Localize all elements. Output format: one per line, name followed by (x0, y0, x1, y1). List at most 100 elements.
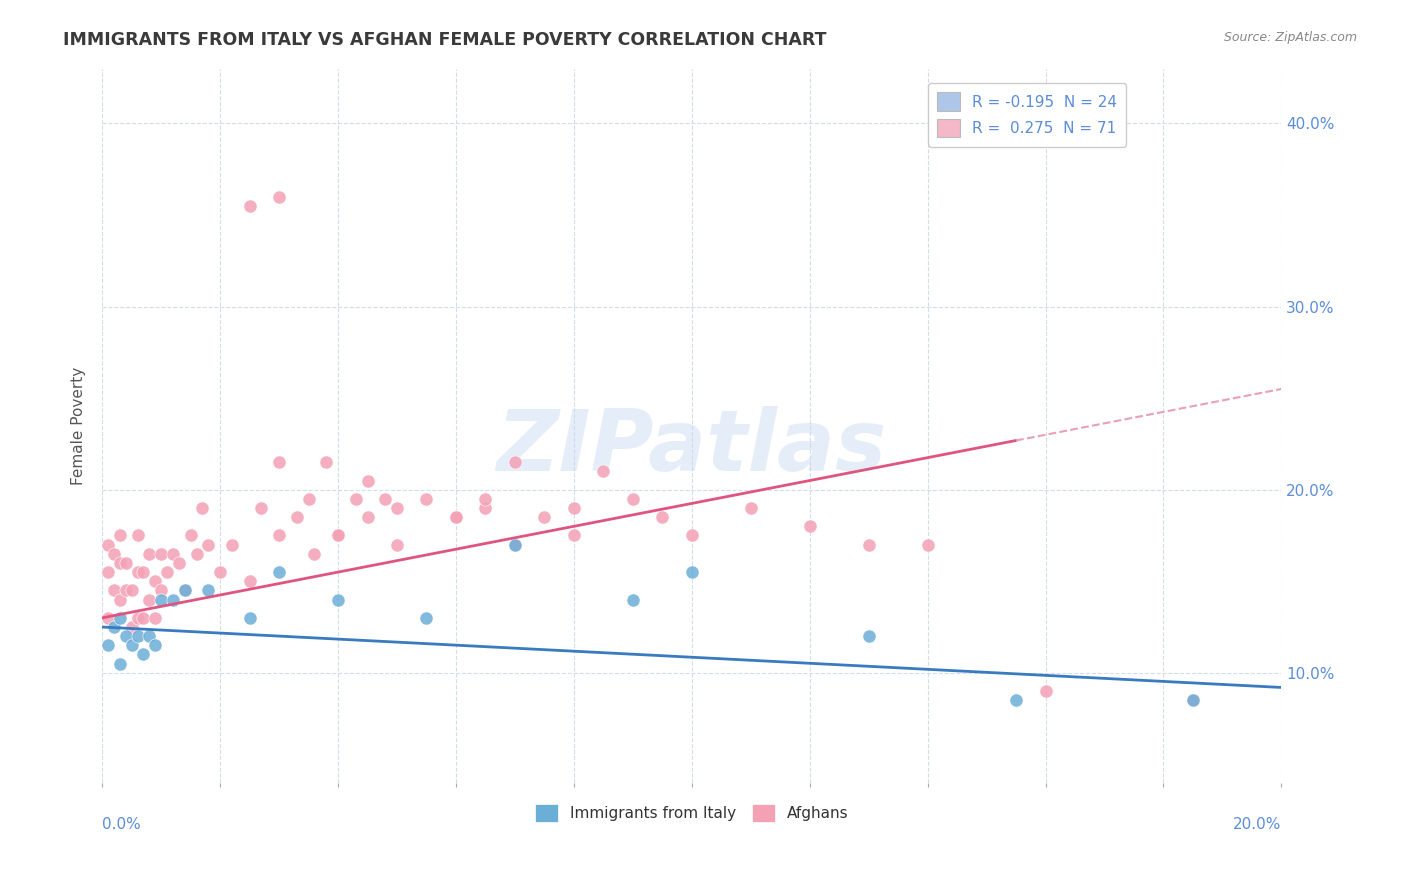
Point (156, 565, 179, 579)
Point (114, 556, 136, 570)
Point (344, 491, 367, 506)
Point (474, 491, 496, 506)
Point (444, 510, 467, 524)
Point (197, 538, 219, 552)
Point (267, 455, 290, 469)
Point (621, 592, 644, 607)
Point (97, 565, 120, 579)
Point (162, 547, 184, 561)
Point (285, 510, 308, 524)
Point (121, 638, 143, 652)
Point (917, 538, 939, 552)
Point (1005, 693, 1028, 707)
Point (138, 592, 160, 607)
Point (108, 528, 131, 542)
Point (221, 538, 243, 552)
Point (1035, 684, 1057, 698)
Legend: Immigrants from Italy, Afghans: Immigrants from Italy, Afghans (529, 797, 855, 829)
Point (1181, 693, 1204, 707)
Point (250, 501, 273, 516)
Point (191, 501, 214, 516)
Point (97, 638, 120, 652)
Point (150, 592, 173, 607)
Point (103, 547, 125, 561)
Point (267, 190, 290, 204)
Point (138, 547, 160, 561)
Point (173, 583, 195, 598)
Point (180, 528, 202, 542)
Point (97, 611, 120, 625)
Point (356, 510, 378, 524)
Point (858, 629, 880, 643)
Point (132, 565, 155, 579)
Point (167, 556, 190, 570)
Point (315, 455, 337, 469)
Point (186, 547, 208, 561)
Point (162, 592, 184, 607)
Point (297, 491, 319, 506)
Point (385, 501, 408, 516)
Point (681, 565, 703, 579)
Point (173, 583, 195, 598)
Point (326, 592, 349, 607)
Point (356, 474, 378, 488)
Point (326, 528, 349, 542)
Point (114, 629, 136, 643)
Point (143, 611, 166, 625)
Point (385, 538, 408, 552)
Point (108, 611, 131, 625)
Point (103, 620, 125, 634)
Text: 20.0%: 20.0% (1233, 817, 1281, 832)
Point (1181, 693, 1204, 707)
Point (132, 648, 155, 662)
Point (127, 611, 149, 625)
Point (121, 620, 143, 634)
Point (143, 574, 166, 589)
Point (239, 199, 262, 213)
Point (503, 538, 526, 552)
Point (562, 501, 585, 516)
Point (121, 583, 143, 598)
Point (858, 538, 880, 552)
Point (304, 547, 326, 561)
Point (326, 528, 349, 542)
Point (799, 519, 821, 533)
Point (267, 528, 290, 542)
Point (97, 538, 120, 552)
Point (150, 583, 173, 598)
Point (239, 574, 262, 589)
Point (132, 611, 155, 625)
Point (621, 491, 644, 506)
Point (651, 510, 673, 524)
Point (143, 638, 166, 652)
Point (503, 455, 526, 469)
Point (108, 556, 131, 570)
Text: 0.0%: 0.0% (103, 817, 141, 832)
Point (374, 491, 396, 506)
Point (474, 501, 496, 516)
Point (127, 565, 149, 579)
Point (127, 528, 149, 542)
Point (415, 611, 437, 625)
Point (503, 538, 526, 552)
Point (127, 629, 149, 643)
Point (562, 528, 585, 542)
Point (533, 510, 555, 524)
Point (267, 565, 290, 579)
Point (740, 501, 762, 516)
Text: ZIPatlas: ZIPatlas (496, 406, 887, 489)
Point (239, 611, 262, 625)
Point (114, 583, 136, 598)
Point (138, 629, 160, 643)
Point (209, 565, 232, 579)
Point (108, 592, 131, 607)
Point (444, 510, 467, 524)
Point (150, 547, 173, 561)
Point (103, 583, 125, 598)
Text: IMMIGRANTS FROM ITALY VS AFGHAN FEMALE POVERTY CORRELATION CHART: IMMIGRANTS FROM ITALY VS AFGHAN FEMALE P… (63, 31, 827, 49)
Point (108, 657, 131, 671)
Point (592, 464, 614, 478)
Point (415, 491, 437, 506)
Y-axis label: Female Poverty: Female Poverty (72, 367, 86, 484)
Point (681, 528, 703, 542)
